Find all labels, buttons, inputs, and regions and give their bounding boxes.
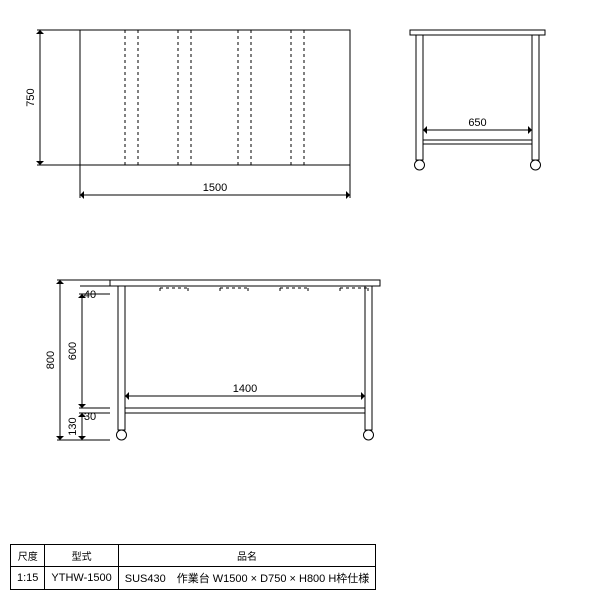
svg-text:40: 40 xyxy=(84,289,96,301)
technical-drawing-svg: 750150065080060040301301400 xyxy=(0,0,600,540)
svg-text:750: 750 xyxy=(25,88,37,106)
svg-text:130: 130 xyxy=(67,417,79,435)
scale-value: 1:15 xyxy=(11,567,45,590)
scale-header: 尺度 xyxy=(11,545,45,567)
svg-text:800: 800 xyxy=(45,351,57,369)
title-block: 尺度 型式 品名 1:15 YTHW-1500 SUS430 作業台 W1500… xyxy=(10,544,376,590)
svg-text:650: 650 xyxy=(468,117,486,129)
model-header: 型式 xyxy=(45,545,118,567)
svg-text:1400: 1400 xyxy=(233,383,257,395)
svg-text:1500: 1500 xyxy=(203,182,227,194)
svg-text:600: 600 xyxy=(67,342,79,360)
name-value: SUS430 作業台 W1500 × D750 × H800 H枠仕様 xyxy=(118,567,376,590)
model-value: YTHW-1500 xyxy=(45,567,118,590)
drawing-canvas: 750150065080060040301301400 xyxy=(0,0,600,540)
name-header: 品名 xyxy=(118,545,376,567)
